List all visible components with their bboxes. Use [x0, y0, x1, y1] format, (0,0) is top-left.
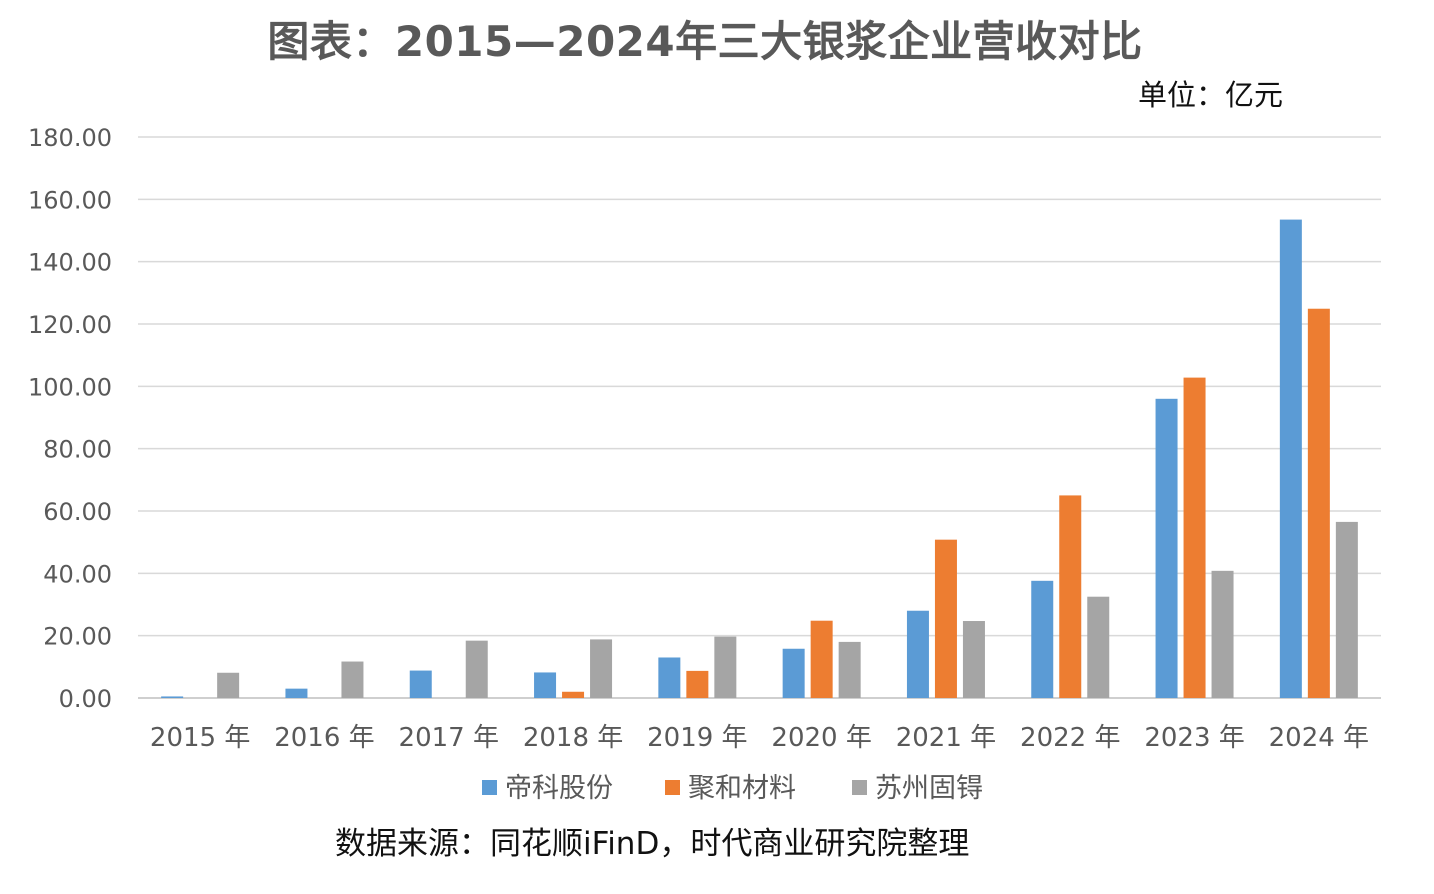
- legend-swatch: [482, 780, 497, 795]
- x-tick-label: 2015 年: [150, 723, 250, 753]
- x-axis-ticks: 2015 年 2016 年 2017 年 2018 年 2019 年 2020 年 2021…: [150, 723, 1369, 753]
- y-tick-label: 160.00: [28, 186, 112, 214]
- bars: [161, 219, 1358, 698]
- x-tick-label: 2018 年: [523, 723, 623, 753]
- bar: [562, 691, 585, 698]
- bar: [285, 688, 308, 698]
- bar: [1335, 521, 1358, 698]
- y-tick-label: 0.00: [59, 685, 112, 713]
- y-axis-ticks: 0.00 20.00 40.00 60.00 80.00 100.00 120.00 140.…: [28, 124, 112, 713]
- x-tick-label: 2023 年: [1144, 723, 1244, 753]
- y-tick-label: 20.00: [43, 623, 112, 651]
- x-tick-label: 2022 年: [1020, 723, 1120, 753]
- bar: [906, 610, 929, 698]
- bar: [1031, 580, 1054, 698]
- bar: [714, 636, 737, 698]
- bar: [838, 641, 861, 698]
- x-tick-label: 2019 年: [647, 723, 747, 753]
- x-tick-label: 2024 年: [1269, 723, 1369, 753]
- x-tick-label: 2016 年: [274, 723, 374, 753]
- bar: [161, 696, 184, 698]
- bar: [1183, 377, 1206, 698]
- bar: [810, 620, 833, 698]
- bar: [1087, 596, 1110, 698]
- y-tick-label: 180.00: [28, 124, 112, 152]
- legend-swatch: [665, 780, 680, 795]
- x-tick-label: 2017 年: [399, 723, 499, 753]
- bar: [1211, 570, 1234, 698]
- bar: [658, 657, 681, 698]
- bar: [1307, 308, 1330, 698]
- y-tick-label: 120.00: [28, 311, 112, 339]
- x-tick-label: 2021 年: [896, 723, 996, 753]
- bar: [934, 539, 957, 698]
- bar: [1059, 495, 1082, 698]
- y-tick-label: 100.00: [28, 373, 112, 401]
- bar: [534, 672, 557, 698]
- y-tick-label: 140.00: [28, 249, 112, 277]
- x-tick-label: 2020 年: [771, 723, 871, 753]
- bar: [782, 648, 805, 698]
- bar: [1279, 219, 1302, 698]
- y-tick-label: 60.00: [43, 498, 112, 526]
- bar: [465, 640, 488, 698]
- bar: [217, 672, 240, 698]
- y-tick-label: 40.00: [43, 560, 112, 588]
- bar: [1155, 398, 1178, 698]
- bar: [962, 621, 985, 698]
- y-tick-label: 80.00: [43, 436, 112, 464]
- bar: [686, 670, 709, 698]
- legend-label: 聚和材料: [688, 773, 796, 804]
- chart-title: 图表：2015—2024年三大银浆企业营收对比: [267, 17, 1143, 66]
- bar: [409, 670, 432, 698]
- source-note: 数据来源：同花顺iFinD，时代商业研究院整理: [335, 826, 970, 862]
- bar: [590, 639, 613, 698]
- unit-label: 单位：亿元: [1138, 78, 1284, 112]
- bar: [341, 661, 364, 698]
- legend: 帝科股份 聚和材料 苏州固锝: [482, 773, 983, 804]
- legend-label: 苏州固锝: [875, 773, 983, 804]
- legend-swatch: [852, 780, 867, 795]
- legend-label: 帝科股份: [505, 773, 613, 804]
